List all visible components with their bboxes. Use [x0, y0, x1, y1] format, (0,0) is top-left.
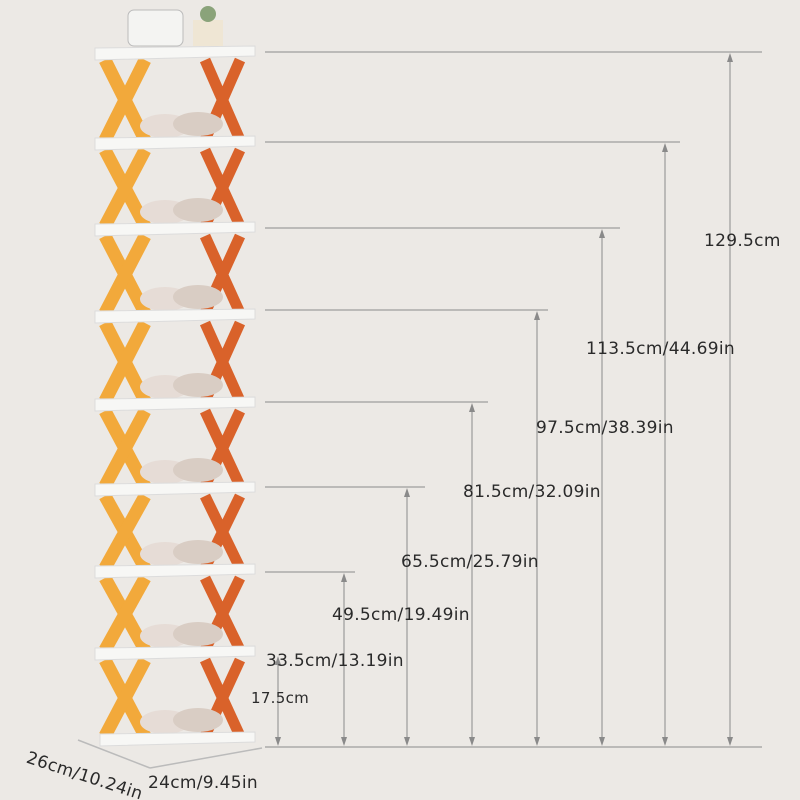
height-label-tier-4: 65.5cm/25.79in [401, 552, 539, 572]
shelf [94, 481, 256, 497]
arrow-up-icon [404, 488, 410, 497]
shoe [173, 540, 223, 564]
arrow-up-icon [469, 403, 475, 412]
shelf [94, 308, 256, 324]
height-label-tier-8: 129.5cm [704, 231, 781, 251]
height-label-tier-2: 33.5cm/13.19in [266, 651, 404, 671]
leg-front [99, 574, 151, 654]
shelf [94, 563, 256, 579]
handbag [127, 9, 184, 47]
arrow-down-icon [727, 737, 733, 746]
shelf [94, 135, 256, 151]
leg-front [99, 492, 151, 572]
leg-front [99, 320, 151, 404]
arrow-down-icon [662, 737, 668, 746]
height-label-tier-7: 113.5cm/44.69in [586, 339, 735, 359]
leg-front [99, 656, 151, 740]
shoe [173, 458, 223, 482]
shoe [173, 112, 223, 136]
shoe [173, 285, 223, 309]
leg-front [99, 233, 151, 316]
height-label-tier-1: 17.5cm [251, 689, 310, 707]
arrow-down-icon [469, 737, 475, 746]
height-label-tier-5: 81.5cm/32.09in [463, 482, 601, 502]
arrow-down-icon [404, 737, 410, 746]
arrow-up-icon [534, 311, 540, 320]
arrow-up-icon [727, 53, 733, 62]
arrow-down-icon [599, 737, 605, 746]
arrow-down-icon [534, 737, 540, 746]
leg-front [99, 407, 151, 490]
arrow-up-icon [275, 656, 281, 665]
leg-front [99, 146, 151, 230]
shelf [94, 45, 256, 61]
height-label-tier-3: 49.5cm/19.49in [332, 605, 470, 625]
height-label-tier-6: 97.5cm/38.39in [536, 418, 674, 438]
arrow-down-icon [341, 737, 347, 746]
depth-line [77, 739, 151, 769]
shoe [173, 198, 223, 222]
shoe [173, 622, 223, 646]
shoe [173, 708, 223, 732]
arrow-up-icon [599, 229, 605, 238]
shoe [173, 373, 223, 397]
shelf [94, 645, 256, 661]
leg-front [99, 57, 151, 143]
shelf [94, 396, 256, 412]
arrow-up-icon [341, 573, 347, 582]
arrow-down-icon [275, 737, 281, 746]
width-line [149, 747, 263, 769]
plant-pot [193, 20, 223, 46]
plant [200, 6, 216, 22]
width-label: 24cm/9.45in [148, 773, 258, 793]
shelf [99, 731, 256, 747]
arrow-up-icon [662, 143, 668, 152]
shelf [94, 221, 256, 237]
